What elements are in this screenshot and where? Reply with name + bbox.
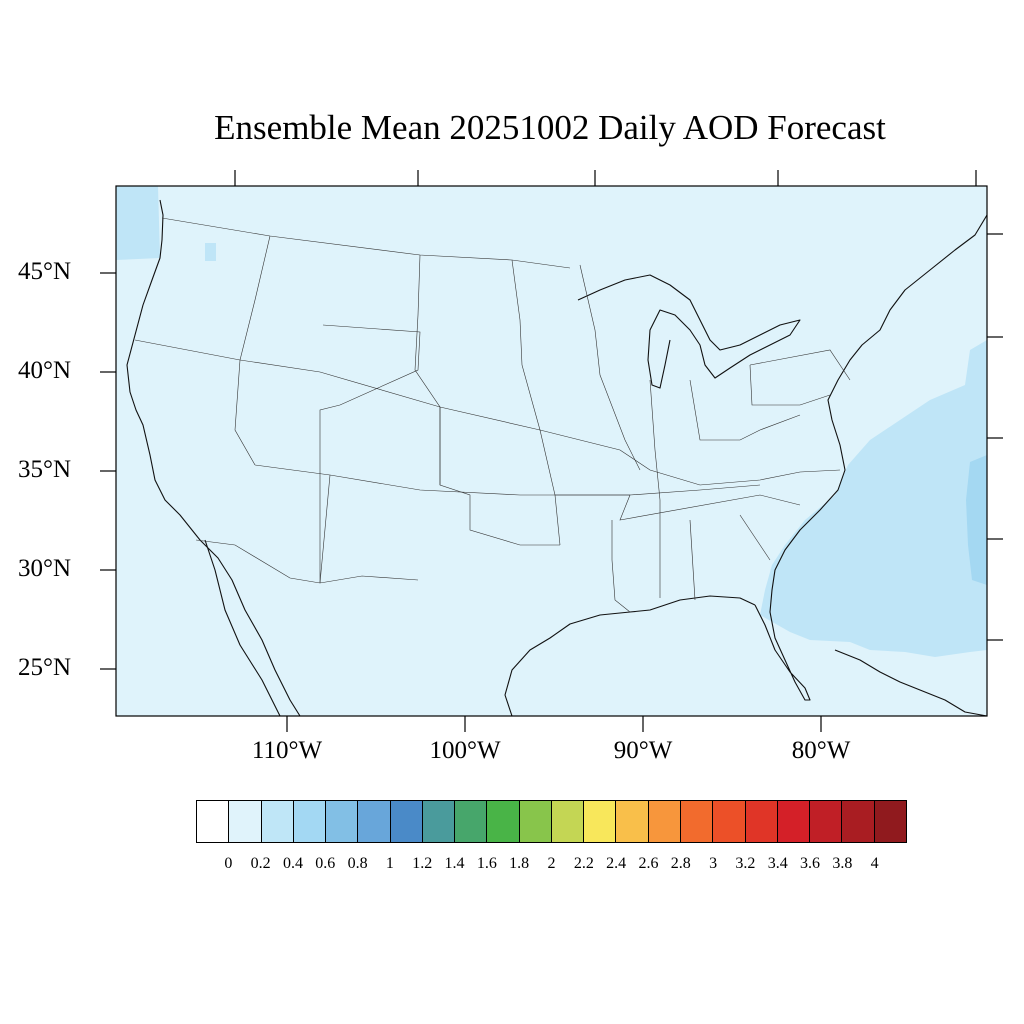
lat-label-25n: 25°N [18,654,72,681]
lat-label-45n: 45°N [18,258,72,285]
colorbar-label: 3.6 [800,855,821,872]
colorbar-label: 0.8 [347,855,368,872]
colorbar-box [229,801,262,842]
west-coast [126,199,301,716]
aod-region-washington-spot [205,243,216,261]
colorbar-box [261,801,294,842]
colorbar-box [551,801,585,842]
colorbar-box [874,801,906,842]
colorbar-label: 2.8 [670,855,691,872]
coastline [126,199,987,716]
lat-label-40n: 40°N [18,357,72,384]
colorbar-box [197,801,230,842]
aod-region-pacific-nw [116,186,160,260]
colorbar [196,800,907,843]
colorbar-box [422,801,456,842]
colorbar-box [777,801,811,842]
colorbar-label: 0.6 [315,855,336,872]
colorbar-label: 2.2 [573,855,594,872]
lon-label-80w: 80°W [791,737,851,764]
map-frame [115,185,988,717]
state-borders [134,217,851,613]
lat-label-35n: 35°N [18,456,72,483]
colorbar-box [293,801,327,842]
colorbar-box [455,801,488,842]
colorbar-label: 1.2 [412,855,433,872]
aod-region-atlantic [760,340,987,657]
lon-label-90w: 90°W [613,737,673,764]
colorbar-box [810,801,843,842]
colorbar-box [745,801,778,842]
colorbar-label: 3.4 [767,855,788,872]
florida [754,214,987,701]
map-plot-area [116,186,987,716]
cuba-bahamas [834,649,987,716]
colorbar-label: 4 [870,855,879,872]
colorbar-label: 0 [224,855,233,872]
lon-label-110w: 110°W [251,737,323,764]
colorbar-label: 3.2 [735,855,756,872]
colorbar-box [390,801,423,842]
colorbar-label: 3 [709,855,718,872]
colorbar-box [648,801,681,842]
colorbar-box [713,801,746,842]
colorbar-labels: 0 0.2 0.4 0.6 0.8 1 1.2 1.4 1.6 1.8 2 2.2 2.4 2.6 2.8 3… [0,855,1024,877]
axis-ticks [100,170,1003,732]
colorbar-label: 1 [385,855,394,872]
lat-label-30n: 30°N [18,555,72,582]
colorbar-box [842,801,875,842]
colorbar-label: 0.2 [250,855,271,872]
map-title: Ensemble Mean 20251002 Daily AOD Forecas… [214,108,886,147]
colorbar-label: 1.4 [444,855,465,872]
colorbar-box [616,801,649,842]
aod-region-atlantic-peak [966,455,987,585]
colorbar-label: 0.4 [282,855,303,872]
colorbar-box [487,801,520,842]
colorbar-box [680,801,714,842]
colorbar-label: 1.8 [509,855,530,872]
gulf-coast-texas-mexico [504,595,756,716]
great-lakes [577,274,801,389]
colorbar-label: 3.8 [832,855,853,872]
lon-label-100w: 100°W [429,737,501,764]
baja-coast [204,539,281,716]
colorbar-label: 2.6 [638,855,659,872]
colorbar-box [519,801,552,842]
colorbar-box [584,801,617,842]
colorbar-label: 1.6 [476,855,497,872]
colorbar-label: 2 [547,855,556,872]
colorbar-box [326,801,359,842]
colorbar-label: 2.4 [606,855,627,872]
colorbar-box [358,801,391,842]
